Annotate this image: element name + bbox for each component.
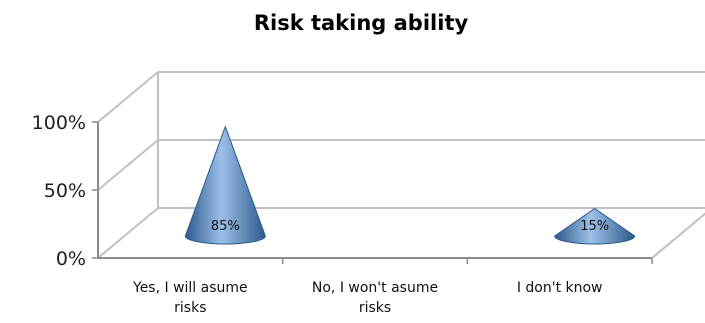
x-tick-label: No, I won't asume risks <box>312 280 438 316</box>
x-axis-ticks: Yes, I will asume risks No, I won't asume r… <box>132 258 653 316</box>
data-label: 15% <box>580 219 609 234</box>
y-tick-label: 50% <box>44 180 86 202</box>
x-tick-label: Yes, I will asume risks <box>132 280 248 316</box>
chart-title: Risk taking ability <box>254 11 469 35</box>
y-tick-label: 0% <box>56 248 86 270</box>
gridline-side <box>97 139 159 191</box>
x-tick-label: I don't know <box>517 280 603 296</box>
data-label: 85% <box>211 219 240 234</box>
gridline-side <box>97 71 159 123</box>
chart-walls <box>97 71 705 259</box>
chart-marks: 85% 15% <box>184 125 636 245</box>
y-axis-ticks: 0% 50% 100% <box>32 112 98 270</box>
floor-right-edge <box>651 212 705 259</box>
cone-mark <box>554 207 636 245</box>
y-tick-label: 100% <box>32 112 86 134</box>
cone-mark <box>184 125 266 245</box>
gridline-side <box>97 207 159 259</box>
